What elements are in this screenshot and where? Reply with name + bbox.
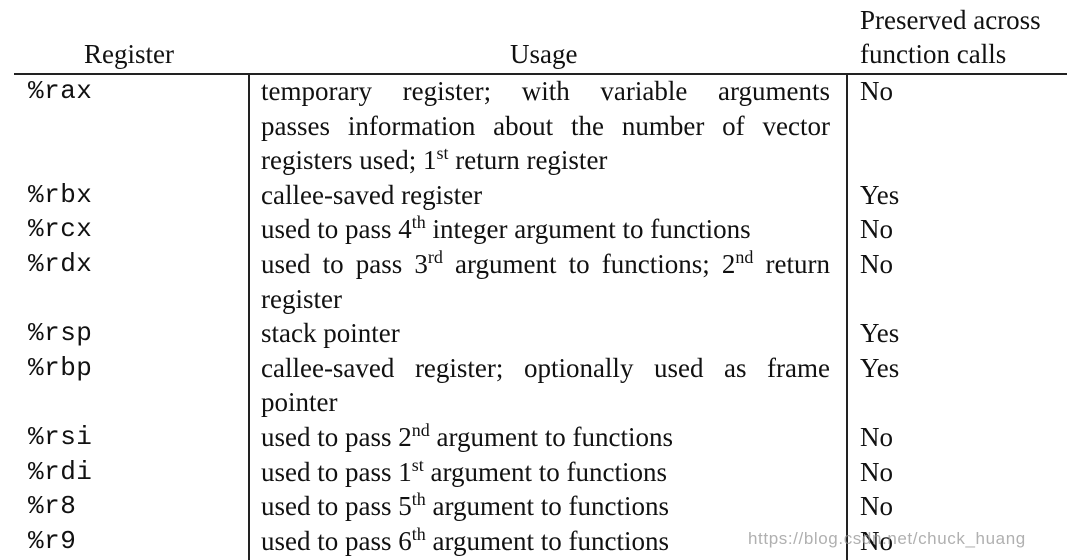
register-cell: %rax — [28, 76, 93, 106]
usage-cell: callee-saved register; optionally used a… — [261, 351, 830, 420]
preserved-cell: No — [860, 525, 893, 556]
usage-superscript: nd — [735, 247, 754, 267]
usage-cell: used to pass 3rd argument to functions; … — [261, 247, 830, 316]
usage-text: used to pass 6 — [261, 525, 412, 556]
usage-text: stack pointer — [261, 318, 400, 349]
register-cell: %r8 — [28, 491, 77, 522]
header-preserved-line-2: function calls — [860, 39, 1007, 69]
usage-text: used to pass 1 — [261, 456, 412, 487]
usage-text: registers used; 1 — [261, 145, 437, 176]
usage-text: argument to functions; 2 — [442, 249, 736, 279]
header-rule — [14, 73, 1067, 75]
usage-text: callee-saved register; optionally used a… — [261, 352, 830, 383]
usage-superscript: nd — [411, 420, 430, 440]
register-cell: %rsi — [28, 422, 93, 452]
usage-line: stack pointer — [261, 316, 830, 351]
usage-text: used to pass 2 — [261, 422, 412, 452]
usage-text: used to pass 5 — [261, 491, 412, 522]
usage-cell: stack pointer — [261, 316, 830, 351]
usage-text: integer argument to functions — [425, 214, 751, 245]
register-cell: %rbp — [28, 352, 93, 383]
usage-text: temporary register; with variable argume… — [261, 76, 830, 106]
usage-text: pointer — [261, 387, 338, 418]
header-register: Register — [84, 39, 174, 69]
usage-text: argument to functions — [425, 491, 669, 522]
usage-line: used to pass 5th argument to functions — [261, 489, 830, 524]
usage-line: used to pass 6th argument to functions — [261, 524, 830, 559]
usage-cell: used to pass 2nd argument to functions — [261, 420, 830, 455]
header-usage: Usage — [510, 39, 578, 69]
column-divider-2 — [846, 73, 848, 560]
usage-text: register — [261, 283, 342, 314]
header-preserved: Preserved across function calls — [860, 3, 1041, 71]
usage-text: passes information about the number of v… — [261, 110, 830, 141]
usage-cell: callee-saved register — [261, 178, 830, 213]
register-cell: %r9 — [28, 525, 77, 556]
register-cell: %rdi — [28, 456, 93, 487]
usage-cell: used to pass 1st argument to functions — [261, 455, 830, 490]
usage-line: used to pass 3rd argument to functions; … — [261, 247, 830, 282]
usage-superscript: th — [411, 489, 426, 510]
usage-superscript: st — [436, 143, 449, 164]
usage-text: used to pass 4 — [261, 214, 412, 245]
usage-text: callee-saved register — [261, 179, 483, 210]
preserved-cell: No — [860, 249, 893, 279]
usage-cell: used to pass 4th integer argument to fun… — [261, 212, 830, 247]
usage-line: callee-saved register — [261, 178, 830, 213]
register-cell: %rbx — [28, 179, 93, 210]
usage-text: argument to functions — [423, 456, 667, 487]
preserved-cell: Yes — [860, 352, 900, 383]
usage-line: used to pass 1st argument to functions — [261, 455, 830, 490]
preserved-cell: No — [860, 76, 893, 106]
preserved-cell: No — [860, 491, 893, 522]
usage-superscript: th — [411, 523, 426, 544]
usage-text: return register — [448, 145, 608, 176]
usage-line: register — [261, 282, 830, 317]
usage-line: temporary register; with variable argume… — [261, 74, 830, 109]
usage-text: used to pass 3 — [261, 249, 428, 279]
preserved-cell: Yes — [860, 318, 900, 349]
preserved-cell: No — [860, 422, 893, 452]
watermark: https://blog.csdn.net/chuck_huang — [748, 529, 1026, 548]
preserved-cell: Yes — [860, 179, 900, 210]
usage-superscript: st — [411, 454, 424, 475]
usage-line: callee-saved register; optionally used a… — [261, 351, 830, 386]
usage-line: used to pass 2nd argument to functions — [261, 420, 830, 455]
usage-text: argument to functions — [429, 422, 673, 452]
preserved-cell: No — [860, 456, 893, 487]
usage-cell: temporary register; with variable argume… — [261, 74, 830, 178]
usage-cell: used to pass 5th argument to functions — [261, 489, 830, 524]
usage-line: passes information about the number of v… — [261, 109, 830, 144]
register-cell: %rsp — [28, 318, 93, 349]
usage-text: argument to functions — [425, 525, 669, 556]
usage-line: pointer — [261, 385, 830, 420]
register-cell: %rcx — [28, 214, 93, 245]
register-cell: %rdx — [28, 249, 93, 279]
usage-superscript: rd — [427, 247, 443, 267]
column-divider-1 — [248, 73, 250, 560]
usage-line: used to pass 4th integer argument to fun… — [261, 212, 830, 247]
usage-cell: used to pass 6th argument to functions — [261, 524, 830, 559]
usage-superscript: th — [411, 212, 426, 233]
header-preserved-line-1: Preserved across — [860, 5, 1041, 35]
usage-line: registers used; 1st return register — [261, 143, 830, 178]
usage-text: return — [753, 249, 830, 279]
preserved-cell: No — [860, 214, 893, 245]
